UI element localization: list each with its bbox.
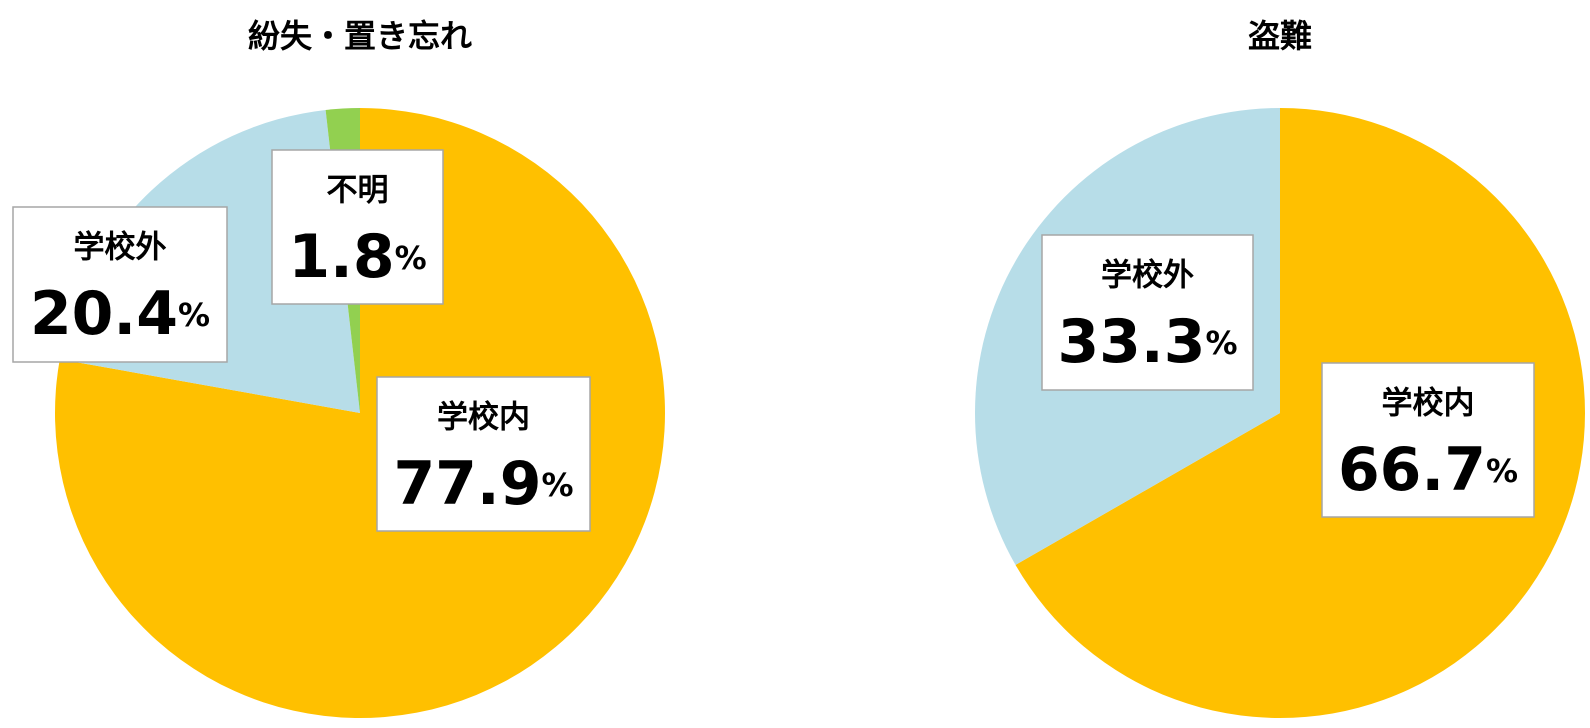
value-label: 33.3% xyxy=(1057,307,1237,377)
category-label: 学校外 xyxy=(74,230,167,266)
pie-slice xyxy=(54,108,665,718)
label-box xyxy=(12,206,228,363)
value-label: 66.7% xyxy=(1338,435,1518,505)
value-label: 77.9% xyxy=(393,449,573,519)
chart-title: 紛失・置き忘れ xyxy=(248,17,472,55)
value-label: 20.4% xyxy=(30,279,210,349)
label-box xyxy=(1041,234,1254,391)
pie-slice xyxy=(1015,108,1586,719)
chart-title: 盗難 xyxy=(1248,17,1312,55)
label-box xyxy=(271,149,444,305)
category-label: 学校内 xyxy=(1382,386,1475,422)
category-label: 学校外 xyxy=(1101,258,1194,294)
category-label: 不明 xyxy=(327,173,389,209)
value-label: 1.8% xyxy=(288,222,426,292)
category-label: 学校内 xyxy=(437,400,530,436)
label-box xyxy=(376,376,591,532)
label-box xyxy=(1321,362,1535,518)
